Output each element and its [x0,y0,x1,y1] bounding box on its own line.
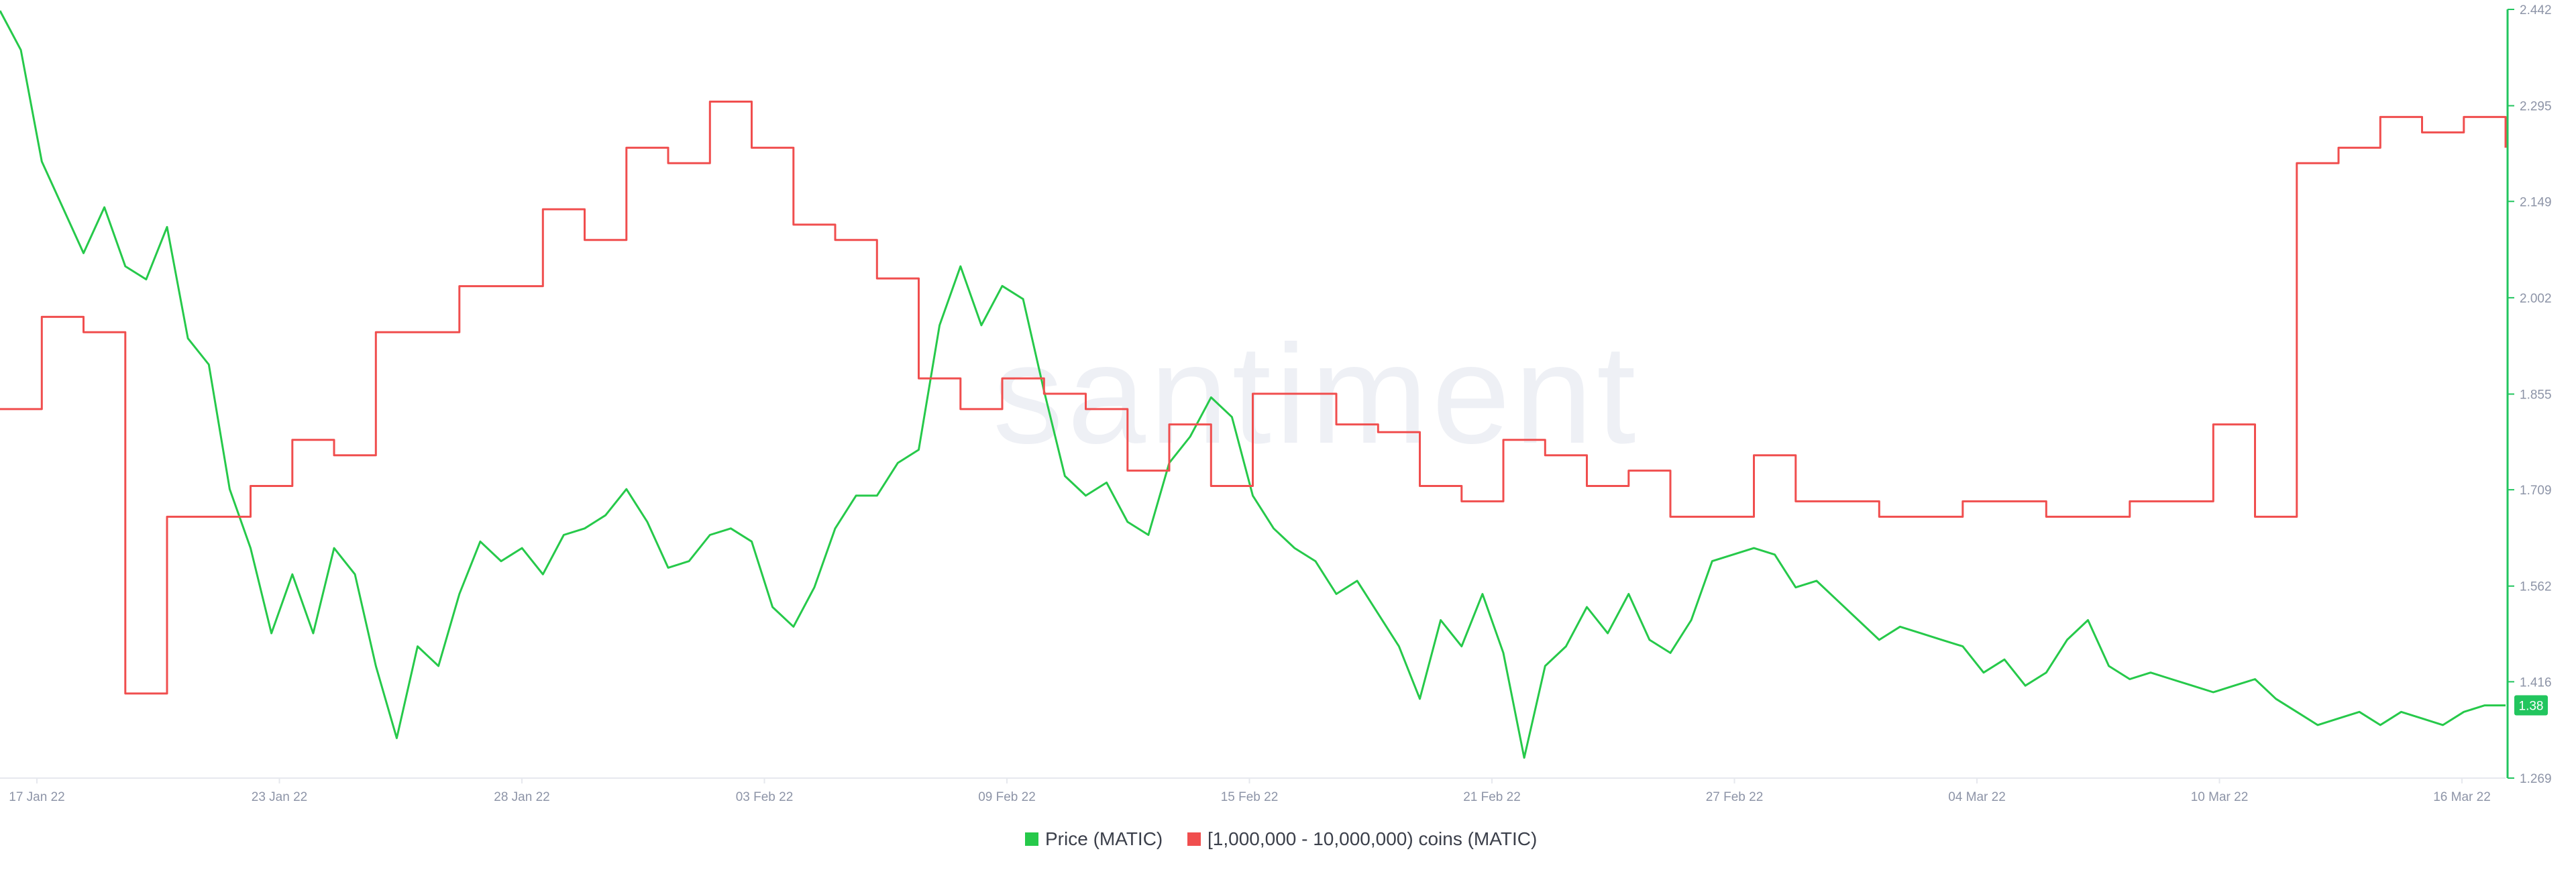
x-tick-label: 21 Feb 22 [1463,790,1521,804]
x-tick-label: 10 Mar 22 [2191,790,2249,804]
x-tick-label: 27 Feb 22 [1706,790,1764,804]
legend-swatch [1187,832,1201,846]
y-axis-right: 2.442 2.295 2.149 2.002 1.855 1.709 1.562 1.416… [2506,3,2552,786]
legend-label: Price (MATIC) [1045,828,1163,849]
y-tick-label: 1.416 [2520,675,2552,690]
series-group [0,10,2507,759]
y-tick-label: 2.295 [2520,100,2552,114]
current-value-badge [2514,695,2548,716]
holders-series-line [0,101,2507,695]
legend: Price (MATIC) [1,000,000 - 10,000,000) co… [1025,828,1537,849]
legend-item[interactable]: Price (MATIC) [1025,828,1163,849]
y-tick-label: 2.149 [2520,195,2552,209]
y-tick-label: 1.562 [2520,580,2552,594]
y-tick-label: 2.002 [2520,292,2552,306]
y-tick-label: 1.855 [2520,388,2552,402]
y-tick-label: 1.709 [2520,484,2552,498]
current-value-badge-text: 1.38 [2519,700,2544,714]
x-tick-label: 09 Feb 22 [978,790,1036,804]
legend-item[interactable]: [1,000,000 - 10,000,000) coins (MATIC) [1187,828,1537,849]
x-tick-label: 17 Jan 22 [9,790,64,804]
x-tick-label: 03 Feb 22 [736,790,794,804]
x-tick-label: 28 Jan 22 [494,790,549,804]
y-tick-label: 2.442 [2520,3,2552,17]
x-axis: 17 Jan 22 23 Jan 22 28 Jan 22 03 Feb 22 09 F… [0,777,2506,804]
legend-label: [1,000,000 - 10,000,000) coins (MATIC) [1208,828,1537,849]
legend-swatch [1025,832,1038,846]
price-series-line [0,10,2506,759]
current-value-badge-group: 1.38 [2514,695,2548,716]
x-tick-label: 16 Mar 22 [2433,790,2491,804]
x-tick-label: 23 Jan 22 [252,790,307,804]
y-tick-label: 1.269 [2520,772,2552,786]
x-tick-label: 04 Mar 22 [1948,790,2006,804]
x-tick-label: 15 Feb 22 [1221,790,1279,804]
